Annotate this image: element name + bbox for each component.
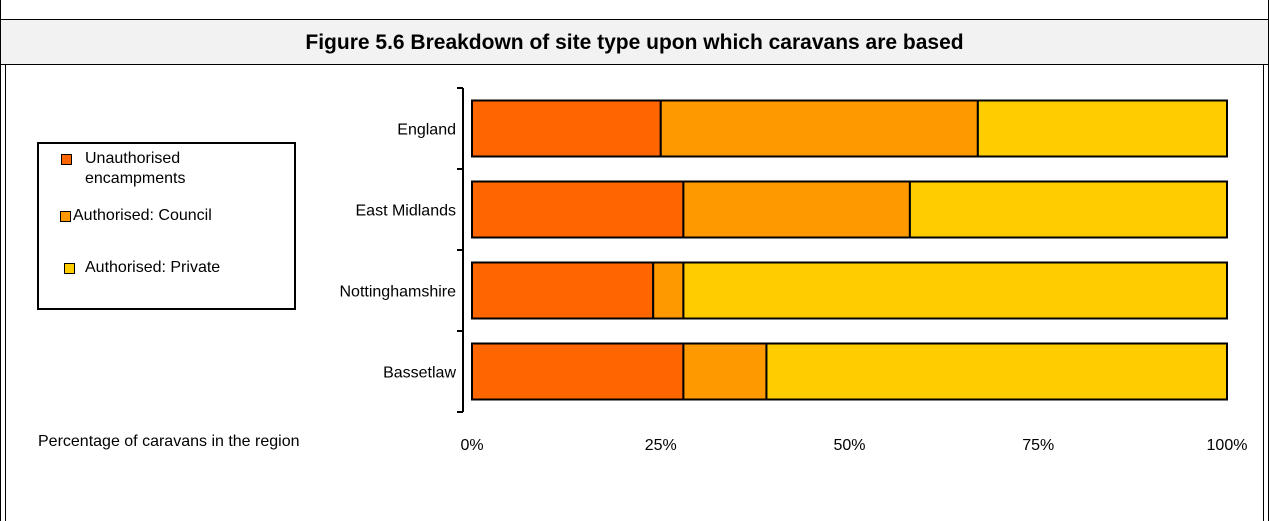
bar-bassetlaw-series-1 xyxy=(682,342,768,401)
x-tick-label: 100% xyxy=(1207,437,1248,454)
bar-east-midlands-series-1 xyxy=(682,180,911,239)
bar-england-series-0 xyxy=(471,99,662,158)
category-label: Bassetlaw xyxy=(383,365,456,382)
x-axis-label: Percentage of caravans in the region xyxy=(38,433,300,450)
category-label: England xyxy=(397,122,456,139)
bar-nottinghamshire-series-2 xyxy=(682,261,1228,320)
bar-east-midlands-series-2 xyxy=(908,180,1229,239)
frame-border-left xyxy=(0,0,1,521)
legend-label-line: Unauthorised xyxy=(85,150,181,167)
x-tick-label: 75% xyxy=(1022,437,1054,454)
bar-east-midlands-series-0 xyxy=(471,180,685,239)
legend-swatch-council xyxy=(60,211,71,222)
x-tick-label: 0% xyxy=(460,437,483,454)
legend: Unauthorised encampments Authorised: Cou… xyxy=(37,142,296,310)
x-tick-label: 25% xyxy=(645,437,677,454)
bar-bassetlaw-series-2 xyxy=(765,342,1228,401)
title-bar xyxy=(1,19,1268,65)
bar-england-series-2 xyxy=(976,99,1228,158)
legend-label-council: Authorised: Council xyxy=(73,207,212,224)
bar-england-series-1 xyxy=(659,99,979,158)
legend-label-private: Authorised: Private xyxy=(85,259,221,276)
legend-label-unauthorised: Unauthorised encampments xyxy=(85,149,186,189)
bar-bassetlaw-series-0 xyxy=(471,342,685,401)
bar-nottinghamshire-series-0 xyxy=(471,261,655,320)
frame-inner-border-left xyxy=(5,20,6,521)
frame-inner-border-right xyxy=(1263,20,1264,521)
category-label: Nottinghamshire xyxy=(340,284,457,301)
legend-swatch-private xyxy=(64,263,75,274)
x-tick-label: 50% xyxy=(833,437,865,454)
bar-nottinghamshire-series-1 xyxy=(652,261,685,320)
legend-label-line: encampments xyxy=(85,170,186,187)
chart-title: Figure 5.6 Breakdown of site type upon w… xyxy=(305,31,964,54)
category-label: East Midlands xyxy=(356,203,457,220)
legend-swatch-unauthorised xyxy=(61,154,72,165)
